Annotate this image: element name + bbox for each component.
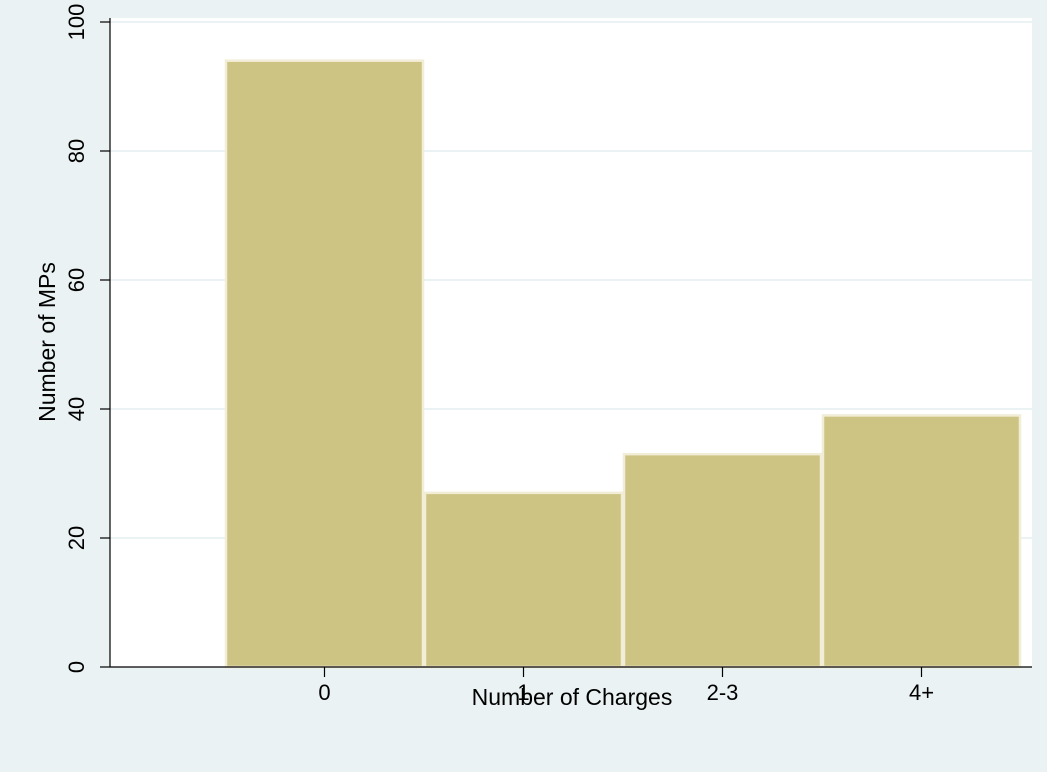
y-tick-label-60: 60 (64, 268, 89, 292)
x-tick-label-1: 1 (517, 680, 529, 705)
x-tick-label-0: 0 (318, 680, 330, 705)
x-tick-label-4+: 4+ (909, 680, 934, 705)
bar-0 (224, 59, 425, 669)
y-tick-label-80: 80 (64, 139, 89, 163)
y-tick-label-40: 40 (64, 397, 89, 421)
bar-4+ (821, 414, 1022, 669)
y-tick-label-0: 0 (64, 661, 89, 673)
y-axis-ticks: 0 20 40 60 80 100 (64, 4, 110, 673)
y-tick-label-20: 20 (64, 526, 89, 550)
bar-1 (423, 491, 624, 669)
bar-2-3 (622, 452, 823, 669)
x-axis-title: Number of Charges (472, 684, 673, 710)
x-axis-ticks: 0 1 2-3 4+ (318, 667, 934, 705)
x-tick-label-2-3: 2-3 (707, 680, 739, 705)
bars (224, 59, 1022, 669)
y-axis-title: Number of MPs (34, 262, 60, 422)
y-tick-label-100: 100 (64, 4, 89, 41)
